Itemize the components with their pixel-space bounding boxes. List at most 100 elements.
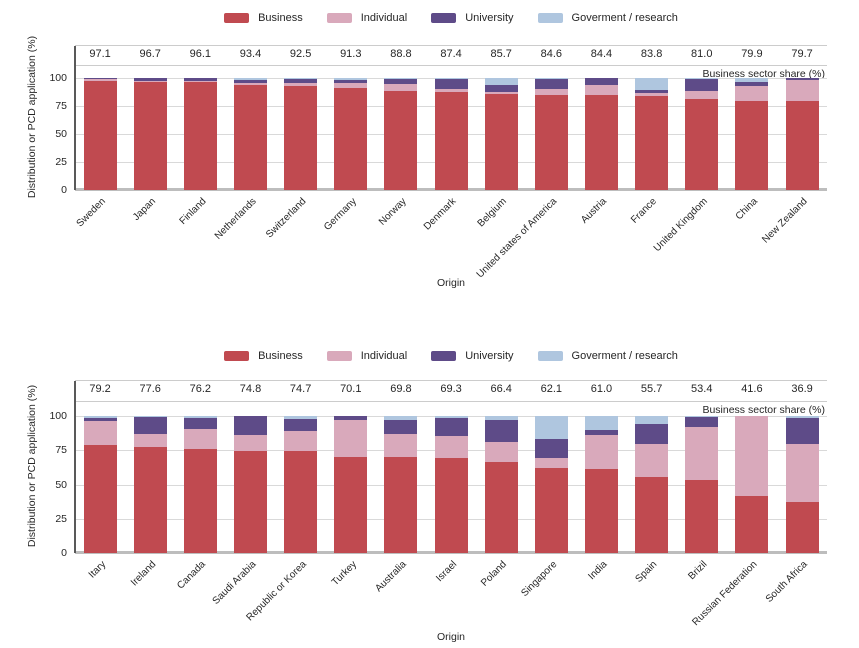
bar-slot [276,78,326,190]
bar-slot [727,78,777,190]
y-tick-label-25: 25 [55,156,67,168]
bar-segment-business [334,456,368,553]
bar-segment-business [685,479,719,553]
bar-united-kingdom [685,78,719,190]
bar-segment-university [133,416,167,434]
bar-slot [175,78,225,190]
bar-united-states-of-america [534,78,568,190]
bar-segment-government [534,416,568,440]
bar-segment-government [635,416,669,424]
business-share-value: 77.6 [139,383,161,395]
y-tick-label-75: 75 [55,444,67,457]
bar-australia [384,416,418,553]
bar-segment-government [685,416,719,417]
bar-segment-individual [83,78,117,82]
bar-segment-business [384,457,418,553]
bar-segment-business [785,502,819,553]
legend-label: Goverment / research [571,12,678,24]
business-share-value: 69.3 [440,383,462,395]
bar-segment-individual [484,91,518,95]
x-axis-title: Origin [436,631,465,643]
business-share-value: 61.0 [590,383,613,395]
bar-new-zealand [785,78,819,190]
business-share-value: 62.1 [540,383,563,395]
business-share-value: 36.9 [791,383,813,395]
bar-republic-or-korea [284,416,318,553]
bar-segment-government [133,416,167,417]
bar-segment-government [284,78,318,79]
bar-segment-university [534,439,568,458]
bar-segment-business [434,92,468,190]
bar-netherlands [233,78,267,190]
bar-segment-business [785,100,819,190]
bar-segment-individual [233,83,267,86]
business-share-value: 88.8 [390,48,412,60]
bar-spain [635,416,669,553]
legend-item-university: University [431,350,514,362]
bar-belgium [484,78,518,190]
bar-slot [225,78,275,190]
bar-segment-university [484,420,518,442]
bar-segment-individual [534,88,568,96]
bar-china [735,78,769,190]
bar-segment-individual [284,431,318,451]
bar-slot [376,416,426,553]
bar-segment-business [183,448,217,553]
plot-area: 79.2 77.6 76.2 74.8 74.7 70.1 69.8 69.3 66.4 62.1… [49,380,827,559]
bar-segment-university [584,430,618,435]
bar-segment-individual [284,82,318,87]
bar-segment-business [635,96,669,190]
bar-segment-business [484,462,518,553]
bar-segment-university [284,78,318,83]
bar-segment-government [183,416,217,419]
x-tick-label: Spain [633,559,660,585]
bar-segment-university [584,78,618,86]
business-share-axis-label: Business sector share (%) [702,68,825,80]
legend-swatch-business [224,351,250,361]
bar-brizil [685,416,719,553]
bar-slot [576,78,626,190]
bar-segment-business [334,87,368,190]
business-share-value: 81.0 [691,48,713,60]
bar-segment-business [83,81,117,190]
bar-segment-government [334,78,368,81]
bar-segment-government [685,78,719,80]
bar-slot [125,78,175,190]
legend-item-government: Goverment / research [537,350,678,362]
legend: Business Individual University Goverment / … [75,12,827,24]
legend-swatch-university [431,351,457,361]
bar-segment-government [434,416,468,418]
business-share-value: 74.8 [239,383,262,395]
bar-slot [526,416,576,553]
bar-segment-government [434,78,468,79]
bar-segment-individual [434,436,468,459]
business-share-value: 84.6 [540,48,563,60]
bar-segment-business [735,100,769,190]
bar-segment-university [635,423,669,444]
y-tick-label-0: 0 [61,547,67,559]
bar-segment-government [384,416,418,421]
bar-segment-university [384,78,418,85]
bar-segment-individual [334,82,368,88]
y-tick-label-75: 75 [55,100,67,112]
bar-segment-university [183,78,217,81]
bar-singapore [534,416,568,553]
bar-segment-individual [685,91,719,100]
legend-swatch-government [537,351,563,361]
x-tick-label: Israel [433,559,459,585]
x-axis-title: Origin [436,277,465,289]
bar-itary [83,416,117,553]
business-share-value: 74.7 [289,383,312,395]
bar-segment-individual [785,80,819,101]
bar-segment-business [534,467,568,553]
y-axis-line [74,381,76,553]
bar-segment-university [434,78,468,89]
bar-segment-university [434,417,468,437]
business-share-value: 66.4 [490,383,512,395]
legend-item-business: Business [224,350,303,362]
bar-segment-government [484,416,518,421]
legend-swatch-university [431,13,457,23]
bar-turkey [334,416,368,553]
bar-segment-government [534,78,568,79]
bar-segment-business [284,86,318,190]
